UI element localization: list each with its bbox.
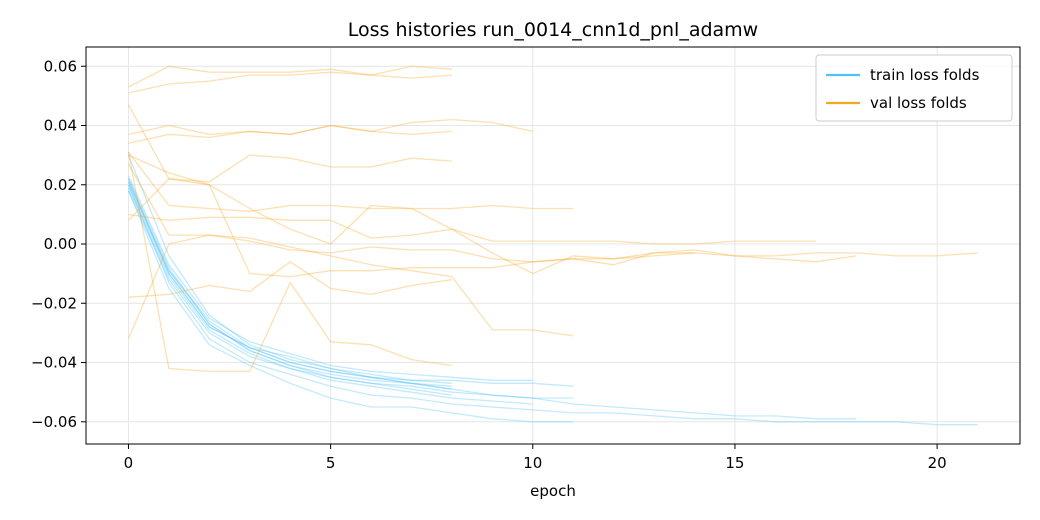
val-loss-fold-line [128,261,452,298]
val-loss-fold-line [127,104,452,183]
x-tick-label: 0 [124,454,134,472]
val-loss-fold-line [128,71,452,94]
train-loss-fold-line [127,190,574,423]
train-loss-fold-line [127,178,574,387]
y-tick-label: −0.06 [31,413,77,431]
series-lines [127,65,978,426]
x-tick-label: 5 [326,454,336,472]
y-tick-label: 0.04 [44,117,77,135]
train-loss-fold-line [127,184,978,426]
y-tick-label: 0.00 [44,235,77,253]
axes: 0 5 10 15 20 0.06 0.04 0.02 0.00 −0.02 −0.04 −0.06 [31,57,947,472]
val-loss-fold-line [127,151,574,213]
train-loss-fold-line [127,181,574,399]
x-axis-label: epoch [530,482,576,500]
y-tick-label: −0.02 [31,294,77,312]
legend-label-train: train loss folds [870,66,980,84]
train-loss-fold-line [127,175,533,381]
train-loss-fold-line [127,190,452,396]
y-tick-label: 0.02 [44,176,77,194]
val-loss-fold-line [127,234,574,340]
legend-box [815,54,1013,122]
train-loss-fold-line [127,184,452,384]
x-tick-label: 10 [523,454,542,472]
val-loss-fold-line [128,213,978,275]
val-loss-fold-line [128,65,452,88]
val-loss-fold-line [128,178,857,278]
train-loss-fold-line [127,187,533,405]
x-tick-label: 20 [928,454,947,472]
val-loss-fold-line [128,154,816,245]
x-tick-label: 15 [725,454,744,472]
chart-title: Loss histories run_0014_cnn1d_pnl_adamw [348,19,758,41]
val-loss-fold-line [128,124,452,144]
train-loss-fold-line [127,178,452,387]
y-tick-label: −0.04 [31,354,77,372]
y-tick-label: 0.06 [44,57,77,75]
legend: train loss folds val loss folds [815,54,1013,122]
train-loss-fold-line [127,181,452,390]
val-loss-fold-line [127,152,452,373]
val-loss-fold-line [128,118,533,136]
train-loss-fold-line [127,154,857,420]
legend-label-val: val loss folds [870,94,967,112]
plot-frame [85,46,1021,445]
val-loss-fold-line [127,163,695,263]
grid [86,47,1020,444]
